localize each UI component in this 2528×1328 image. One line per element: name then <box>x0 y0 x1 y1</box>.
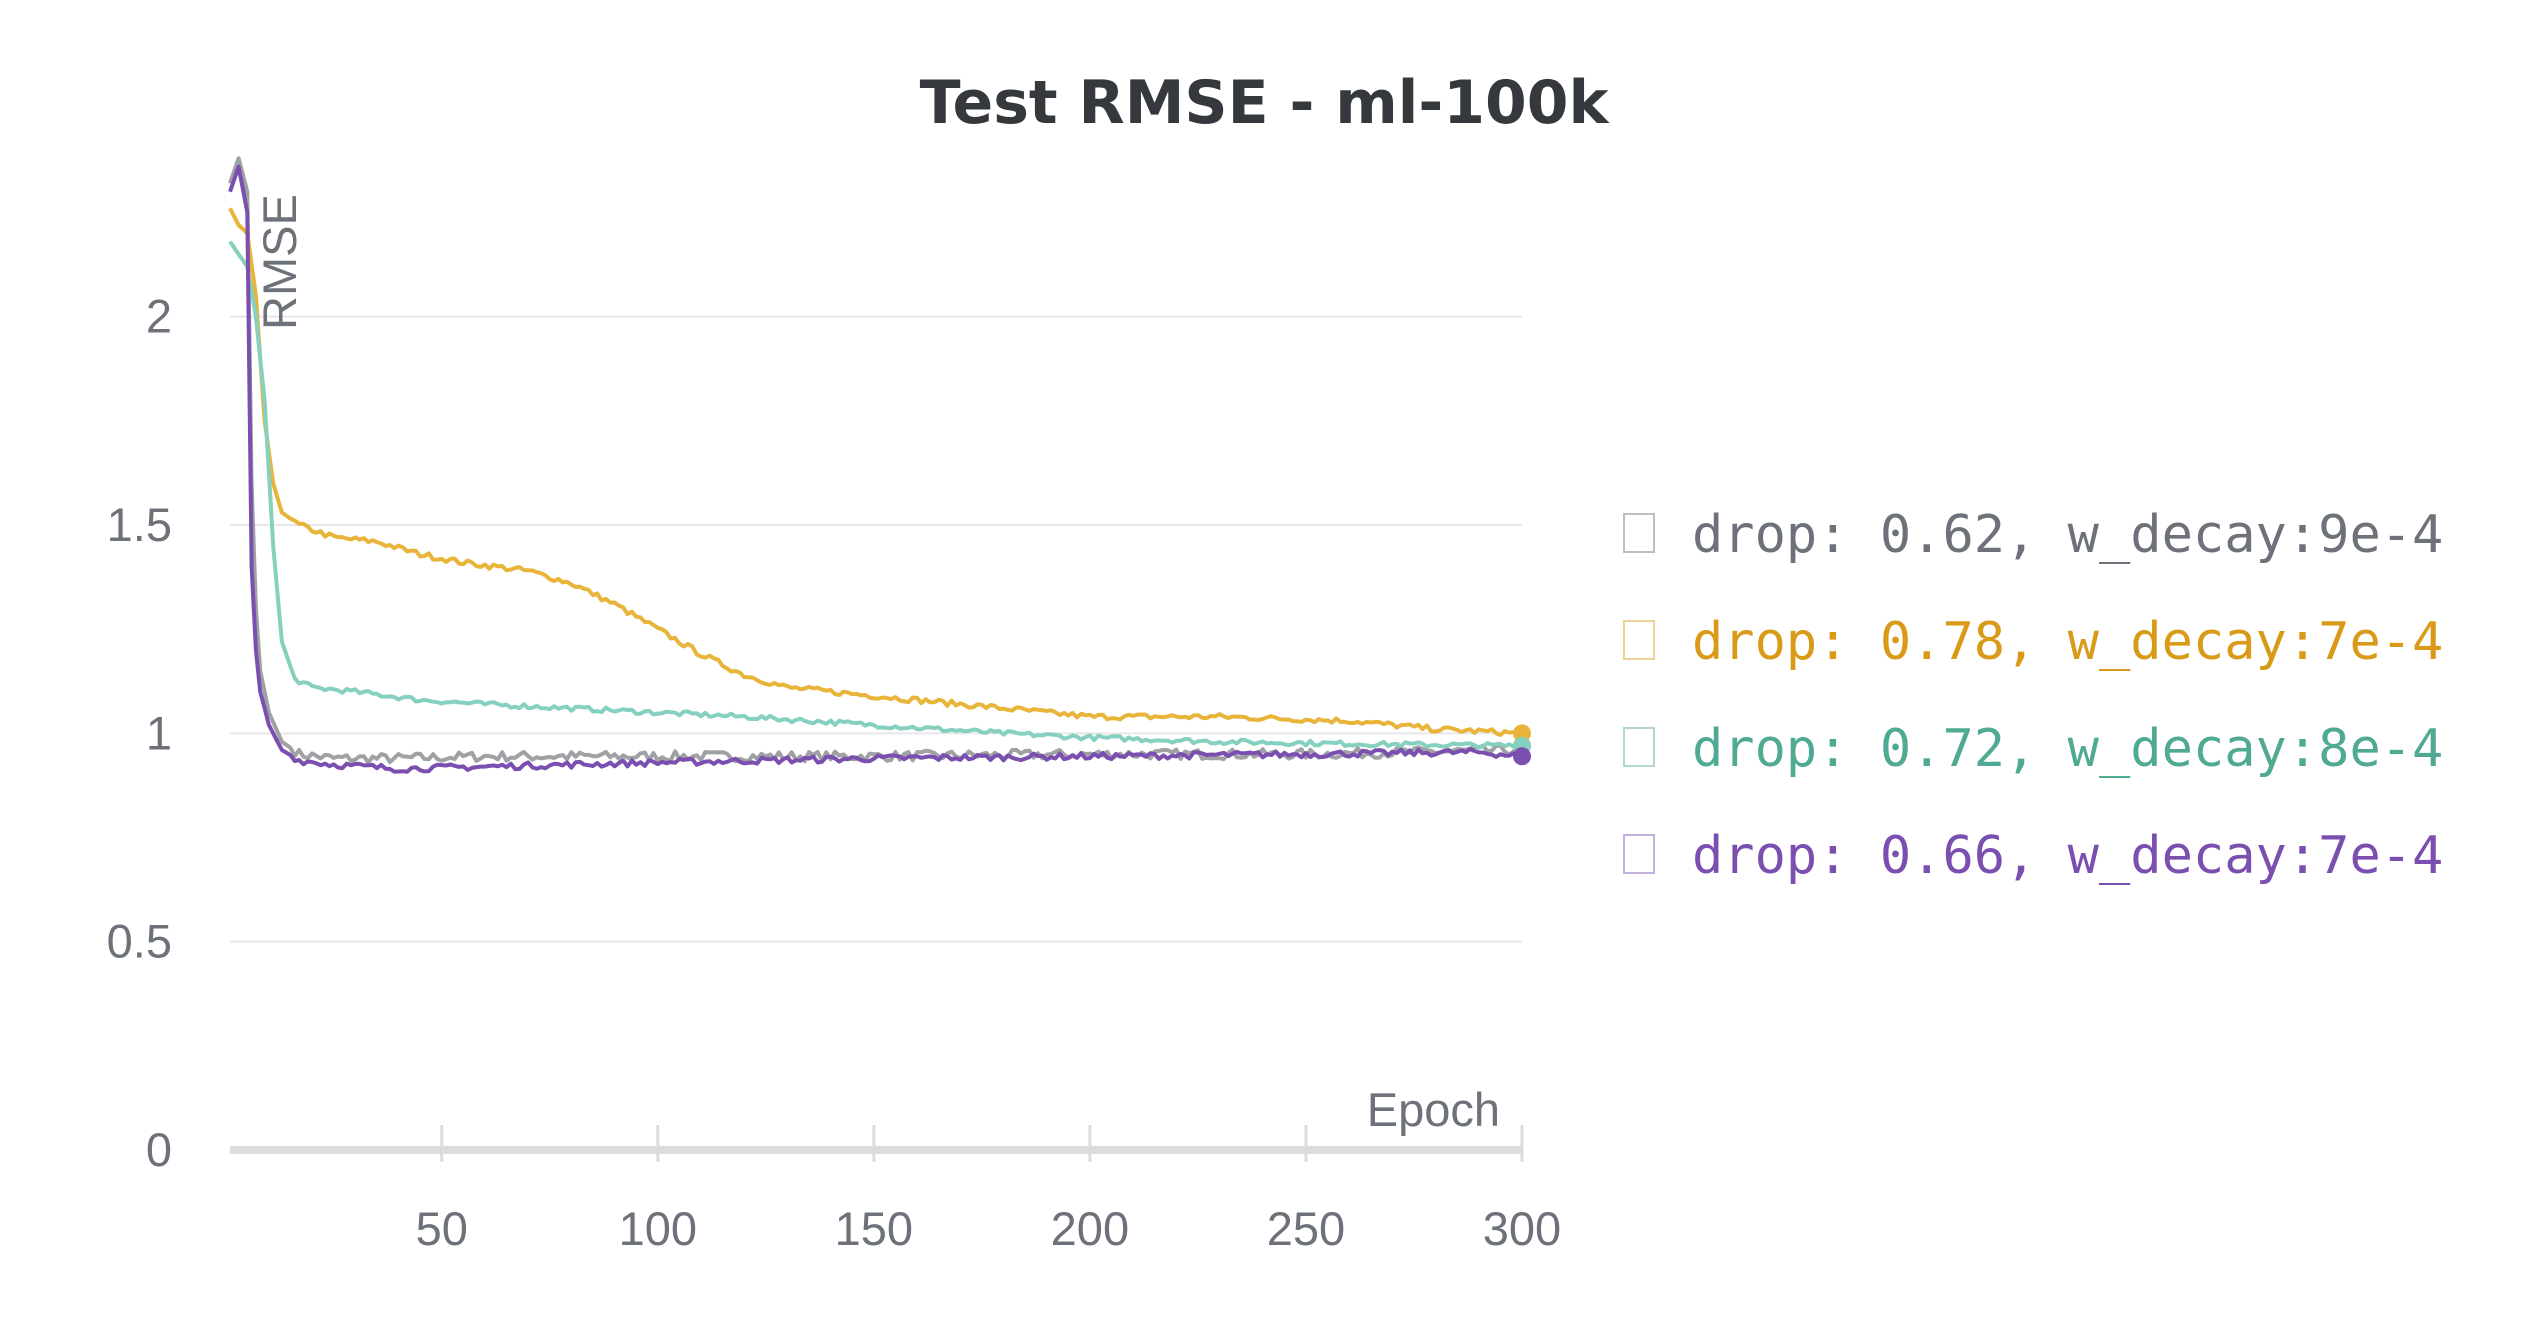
legend-swatch[interactable] <box>1623 727 1655 767</box>
x-tick-label: 200 <box>1051 1202 1129 1255</box>
x-tick-label: 300 <box>1483 1202 1561 1255</box>
x-tick-label: 100 <box>619 1202 697 1255</box>
legend-item[interactable]: drop: 0.66, w_decay:7e-4 <box>1623 826 2443 886</box>
series-end-marker-2 <box>1513 724 1531 743</box>
legend-label: drop: 0.62, w_decay:9e-4 <box>1692 505 2443 565</box>
legend-swatch[interactable] <box>1623 834 1655 874</box>
y-tick-label: 1 <box>146 706 172 759</box>
legend-item[interactable]: drop: 0.62, w_decay:9e-4 <box>1623 505 2443 565</box>
legend-item[interactable]: drop: 0.78, w_decay:7e-4 <box>1623 612 2443 672</box>
legend-label: drop: 0.66, w_decay:7e-4 <box>1692 826 2443 886</box>
x-tick-label: 150 <box>835 1202 913 1255</box>
legend-item[interactable]: drop: 0.72, w_decay:8e-4 <box>1623 719 2443 779</box>
plot-area <box>228 156 1531 774</box>
series-line-1 <box>228 156 1523 765</box>
legend-swatch[interactable] <box>1623 513 1655 553</box>
x-axis-label: Epoch <box>1367 1083 1500 1136</box>
y-tick-label: 0.5 <box>107 915 172 968</box>
legend-label: drop: 0.72, w_decay:8e-4 <box>1692 719 2443 779</box>
x-tick-label: 50 <box>416 1202 468 1255</box>
series-end-marker-4 <box>1513 747 1531 766</box>
series-line-2 <box>228 207 1523 737</box>
legend-swatch[interactable] <box>1623 620 1655 660</box>
y-tick-label: 2 <box>146 290 172 343</box>
y-axis-label: RMSE <box>253 194 306 330</box>
series-line-4 <box>228 164 1523 774</box>
series-line-3 <box>228 240 1523 750</box>
chart-title: Test RMSE - ml-100k <box>920 68 1611 138</box>
y-tick-label: 1.5 <box>107 498 172 551</box>
y-tick-label: 0 <box>146 1123 172 1176</box>
legend-label: drop: 0.78, w_decay:7e-4 <box>1692 612 2443 672</box>
grid <box>230 315 1522 943</box>
legend: drop: 0.62, w_decay:9e-4 drop: 0.78, w_de… <box>1623 505 2443 886</box>
x-tick-label: 250 <box>1267 1202 1345 1255</box>
